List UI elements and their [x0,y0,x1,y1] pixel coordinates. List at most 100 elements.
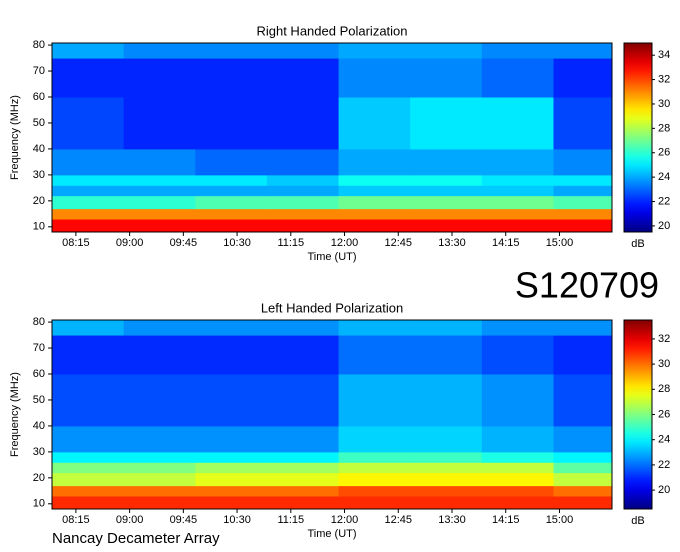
heatmap-cell [52,219,125,233]
heatmap-cell [266,335,340,375]
heatmap-cell [266,374,340,427]
y-tick-label: 80 [33,39,45,51]
colorbar-tick-label: 32 [658,73,670,85]
heatmap-cell [195,472,268,487]
heatmap-cell [410,335,483,375]
x-tick-label: 09:00 [116,237,144,249]
heatmap-cell [123,58,196,98]
heatmap-cell [195,185,268,197]
heatmap-cell [123,195,196,210]
heatmap-cell [52,462,125,474]
colorbar-tick-label: 30 [658,358,670,370]
heatmap-cell [481,462,554,474]
x-tick-label: 12:45 [385,237,413,249]
footer: Nancay Decameter Array [52,530,220,547]
heatmap-cell [266,451,340,463]
heatmap-cell [52,496,125,510]
heatmap-cell [195,195,268,210]
x-tick-label: 08:15 [62,237,90,249]
heatmap-cell [553,43,613,59]
heatmap-cell [195,425,268,453]
heatmap-cell [410,496,483,510]
heatmap-cell [553,485,613,497]
y-tick-label: 10 [33,498,45,510]
x-tick-label: 10:30 [223,237,251,249]
heatmap-cell [195,451,268,463]
heatmap-cell [338,451,411,463]
x-tick-label: 12:00 [331,237,359,249]
colorbar-tick-label: 22 [658,195,670,207]
x-tick-label: 14:15 [492,514,520,526]
heatmap-cell [123,208,196,220]
heatmap-cell [553,174,613,186]
heatmap-cell [195,462,268,474]
heatmap-cell [481,58,554,98]
heatmap-cell [553,320,613,336]
x-tick-label: 15:00 [546,237,574,249]
heatmap-cell [338,185,411,197]
heatmap-cell [195,43,268,59]
heatmap-cell [338,97,411,150]
heatmap-cell [410,425,483,453]
heatmap-cell [410,472,483,487]
colorbar-tick-label: 26 [658,408,670,420]
heatmap-cell [410,185,483,197]
y-axis-label: Frequency (MHz) [9,372,21,457]
heatmap-cell [553,496,613,510]
heatmap-cell [410,195,483,210]
heatmap-cell [553,58,613,98]
heatmap-cell [410,43,483,59]
heatmap-cell [481,195,554,210]
heatmap-cell [266,43,340,59]
heatmap-cell [52,335,125,375]
heatmap-cell [410,374,483,427]
heatmap-cell [553,451,613,463]
observation-id: S120709 [515,265,659,306]
heatmap-cell [410,462,483,474]
heatmap-cell [123,185,196,197]
heatmap-cell [266,496,340,510]
colorbar [623,319,653,510]
heatmap-cell [481,320,554,336]
heatmap-cell [338,374,411,427]
heatmap-cell [123,496,196,510]
x-axis-label: Time (UT) [307,251,356,263]
heatmap-cell [338,174,411,186]
heatmap-cell [52,97,125,150]
heatmap-cell [266,208,340,220]
heatmap-cell [481,425,554,453]
heatmap-cell [410,208,483,220]
heatmap-cell [52,58,125,98]
heatmap-cell [52,374,125,427]
heatmap-cell [52,472,125,487]
x-tick-label: 10:30 [223,514,251,526]
heatmap-cell [195,97,268,150]
heatmap-cell [410,174,483,186]
heatmap-cell [481,472,554,487]
heatmap-cell [195,485,268,497]
heatmap-cell [266,195,340,210]
y-tick-label: 60 [33,91,45,103]
x-tick-label: 12:00 [331,514,359,526]
heatmap-cell [481,43,554,59]
heatmap-cell [52,320,125,336]
y-tick-label: 20 [33,195,45,207]
heatmap-cell [52,425,125,453]
y-tick-label: 10 [33,221,45,233]
y-tick-label: 80 [33,316,45,328]
heatmap-cell [481,97,554,150]
heatmap-cell [123,425,196,453]
colorbar-label: dB [631,238,644,250]
heatmap-cell [195,320,268,336]
heatmap-cell [123,97,196,150]
y-tick-label: 50 [33,117,45,129]
colorbar-tick-label: 30 [658,98,670,110]
heatmap-cell [481,148,554,176]
colorbar-tick-label: 20 [658,220,670,232]
heatmap-cell [52,451,125,463]
y-tick-label: 70 [33,65,45,77]
heatmap-cell [266,219,340,233]
heatmap-cell [266,148,340,176]
heatmap-cell [266,97,340,150]
